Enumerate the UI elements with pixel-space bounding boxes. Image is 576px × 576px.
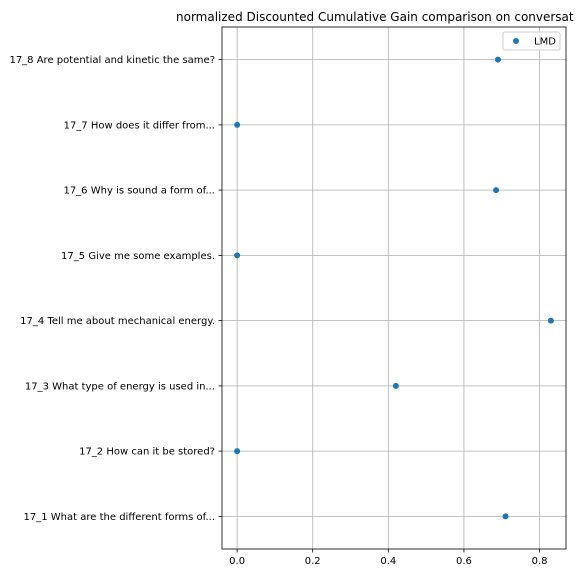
data-point	[392, 382, 399, 389]
chart-title: normalized Discounted Cumulative Gain co…	[176, 10, 574, 24]
data-point	[547, 317, 554, 324]
y-tick-label: 17_8 Are potential and kinetic the same?	[9, 55, 215, 66]
x-tick-label: 0.6	[456, 556, 472, 567]
legend-box	[502, 31, 561, 51]
x-axis: 0.0 0.2 0.4 0.6 0.8	[229, 549, 547, 567]
y-tick-label: 17_7 How does it differ from...	[64, 120, 215, 131]
y-tick-label: 17_4 Tell me about mechanical energy.	[20, 316, 215, 327]
legend-marker	[513, 38, 519, 44]
y-tick-label: 17_6 Why is sound a form of...	[63, 186, 215, 197]
x-tick-label: 0.0	[229, 556, 245, 567]
legend: LMD	[502, 31, 561, 51]
data-point	[234, 252, 241, 259]
y-tick-label: 17_3 What type of energy is used in...	[25, 381, 215, 392]
data-point	[502, 513, 509, 520]
gridlines	[222, 27, 566, 549]
x-tick-label: 0.4	[380, 556, 396, 567]
data-point	[234, 121, 241, 128]
y-tick-label: 17_5 Give me some examples.	[61, 251, 215, 262]
y-tick-label: 17_2 How can it be stored?	[79, 447, 215, 458]
x-tick-label: 0.2	[305, 556, 321, 567]
data-points	[234, 56, 554, 520]
y-tick-label: 17_1 What are the different forms of...	[24, 512, 215, 523]
legend-label-lmd: LMD	[534, 37, 556, 48]
data-point	[234, 448, 241, 455]
x-tick-label: 0.8	[532, 556, 548, 567]
y-axis: 17_1 What are the different forms of... 1…	[9, 55, 222, 523]
plot-frame	[221, 26, 567, 550]
data-point	[493, 187, 500, 194]
data-point	[494, 56, 501, 63]
